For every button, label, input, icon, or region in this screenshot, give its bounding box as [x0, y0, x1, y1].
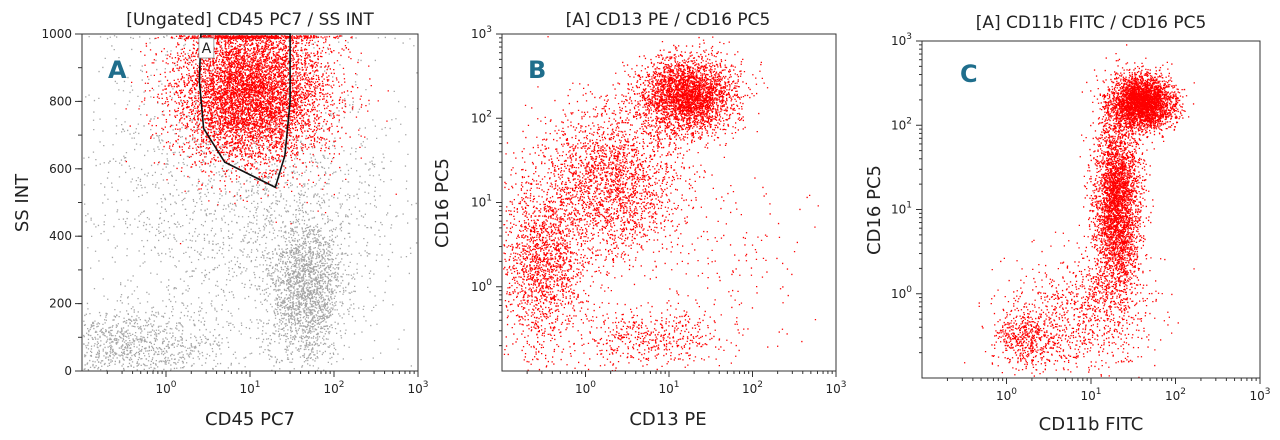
x-tick-label: 101: [1080, 387, 1101, 403]
y-tick-label: 102: [891, 116, 912, 132]
gate-label-box: [198, 37, 215, 59]
y-axis-title: SS INT: [12, 173, 33, 232]
y-tick-label: 103: [471, 25, 492, 41]
x-tick-label: 102: [1165, 387, 1186, 403]
y-axis: 0 200 400 600 800 1000: [41, 27, 82, 378]
x-axis-title: CD13 PE: [629, 409, 706, 430]
y-axis: 100 101 102 103: [891, 32, 922, 354]
x-axis-title: CD45 PC7: [205, 409, 295, 430]
y-tick-label: 100: [891, 285, 912, 301]
y-tick-label: 101: [891, 201, 912, 217]
panel-a: [Ungated] CD45 PC7 / SS INT A 100 101 102 103…: [12, 10, 429, 430]
series-gate-a-events: [125, 35, 397, 245]
x-tick-label: 101: [658, 380, 679, 396]
gate-label: A: [202, 41, 212, 57]
series-gate-a-events: [503, 36, 819, 372]
y-tick-label: 1000: [41, 27, 72, 41]
series-gate-a-events: [964, 44, 1195, 379]
x-axis: 100 101 102 103: [106, 371, 429, 396]
y-axis-title: CD16 PC5: [864, 165, 885, 255]
y-tick-label: 103: [891, 32, 912, 48]
x-tick-label: 101: [239, 380, 260, 396]
scatter-points: [964, 44, 1195, 379]
panel-letter: B: [528, 56, 546, 84]
scatter-point-cloud: [964, 44, 1195, 379]
x-tick-label: 103: [407, 380, 428, 396]
chart-title: [A] CD11b FITC / CD16 PC5: [976, 13, 1207, 33]
x-tick-label: 100: [575, 380, 596, 396]
y-tick-label: 102: [471, 109, 492, 125]
x-axis: 100 101 102 103: [946, 378, 1271, 403]
panel-b: [A] CD13 PE / CD16 PC5 100 101 102 103 100 101…: [432, 10, 847, 430]
x-tick-label: 100: [996, 387, 1017, 403]
panel-letter: A: [108, 56, 127, 84]
y-tick-label: 101: [471, 194, 492, 210]
series-ungated-events: [83, 35, 419, 372]
gate-polygon[interactable]: [198, 33, 291, 189]
y-tick-label: 200: [49, 297, 72, 311]
y-tick-label: 600: [49, 162, 72, 176]
scatter-points: [503, 36, 819, 372]
chart-title: [Ungated] CD45 PC7 / SS INT: [126, 10, 374, 30]
y-tick-label: 100: [471, 278, 492, 294]
y-tick-label: 800: [49, 94, 72, 108]
scatter-point-cloud: [503, 36, 819, 372]
y-axis-title: CD16 PC5: [432, 158, 453, 248]
x-axis: 100 101 102 103: [526, 371, 847, 396]
y-tick-label: 0: [64, 364, 72, 378]
x-tick-label: 100: [155, 380, 176, 396]
scatter-point-cloud: [125, 35, 397, 245]
chart-title: [A] CD13 PE / CD16 PC5: [566, 10, 771, 30]
y-tick-label: 400: [49, 229, 72, 243]
x-tick-label: 102: [742, 380, 763, 396]
x-tick-label: 103: [825, 380, 846, 396]
x-tick-label: 103: [1249, 387, 1270, 403]
scatter-points: [83, 35, 419, 372]
y-axis: 100 101 102 103: [471, 25, 502, 347]
x-axis-title: CD11b FITC: [1039, 414, 1144, 435]
panel-letter: C: [960, 60, 978, 88]
x-tick-label: 102: [323, 380, 344, 396]
scatter-point-cloud: [83, 35, 419, 372]
